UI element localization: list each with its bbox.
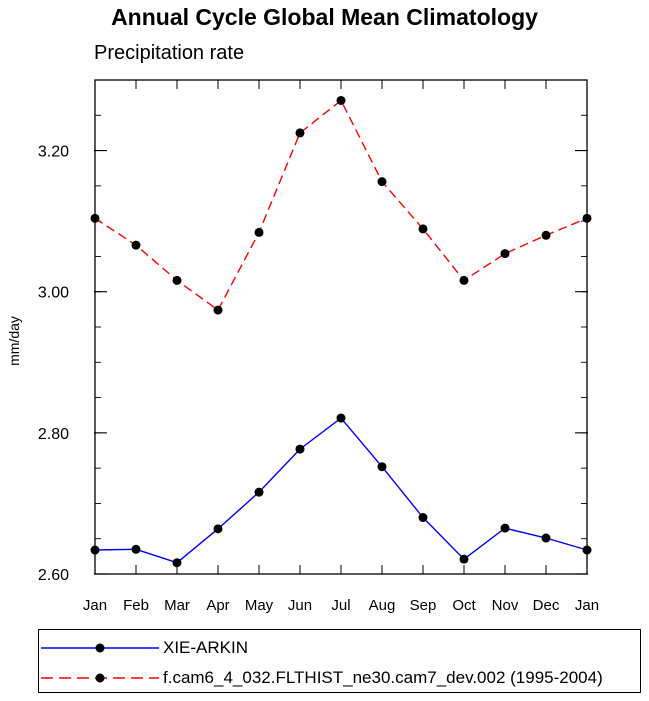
- data-point-series-1: [336, 95, 346, 105]
- legend-swatch-model: [41, 673, 159, 683]
- data-point-series-0: [418, 513, 428, 523]
- data-point-series-1: [90, 213, 100, 223]
- data-point-series-0: [377, 462, 387, 472]
- x-tick-label: Mar: [164, 597, 190, 614]
- x-tick-label: Feb: [123, 597, 149, 614]
- data-point-series-1: [172, 275, 182, 285]
- x-tick-label: Sep: [410, 597, 437, 614]
- x-tick-label: May: [245, 597, 274, 614]
- data-point-series-0: [172, 558, 182, 568]
- series-line-0: [94, 417, 588, 564]
- y-tick-label: 2.80: [38, 426, 69, 443]
- data-point-series-1: [459, 275, 469, 285]
- legend-swatch-xie-arkin: [41, 643, 159, 653]
- data-point-series-0: [90, 545, 100, 555]
- data-point-series-0: [295, 444, 305, 454]
- data-point-series-1: [377, 177, 387, 187]
- legend-entry-model: f.cam6_4_032.FLTHIST_ne30.cam7_dev.002 (…: [39, 665, 603, 691]
- data-point-series-0: [336, 413, 346, 423]
- x-tick-label: Jan: [575, 597, 599, 614]
- y-tick-label: 3.20: [38, 144, 69, 161]
- x-tick-label: Jul: [331, 597, 350, 614]
- legend-entry-xie-arkin: XIE-ARKIN: [39, 635, 248, 661]
- data-point-series-0: [582, 545, 592, 555]
- plot-frame: [94, 79, 588, 575]
- data-point-series-0: [500, 523, 510, 533]
- x-tick-label: Oct: [452, 597, 476, 614]
- data-point-series-1: [213, 305, 223, 315]
- data-point-series-1: [295, 128, 305, 138]
- x-tick-label: Jan: [83, 597, 107, 614]
- data-point-series-1: [254, 227, 264, 237]
- data-point-series-1: [500, 249, 510, 259]
- x-tick-label: Dec: [533, 597, 560, 614]
- legend: XIE-ARKIN f.cam6_4_032.FLTHIST_ne30.cam7…: [38, 629, 641, 693]
- data-point-series-1: [131, 240, 141, 250]
- data-point-series-1: [418, 224, 428, 234]
- line-chart: Jan Feb Mar Apr May Jun Jul Aug Sep Oct Nov Dec Jan 2…: [38, 79, 599, 614]
- x-tick-label: Apr: [206, 597, 229, 614]
- data-point-series-0: [213, 524, 223, 534]
- y-tick-label: 2.60: [38, 567, 69, 584]
- data-point-series-0: [131, 544, 141, 554]
- chart-subtitle: Precipitation rate: [94, 42, 245, 64]
- chart-title: Annual Cycle Global Mean Climatology: [111, 4, 538, 30]
- x-tick-label: Aug: [369, 597, 396, 614]
- series-line-1: [94, 99, 588, 312]
- legend-label-model: f.cam6_4_032.FLTHIST_ne30.cam7_dev.002 (…: [163, 668, 603, 687]
- data-point-series-0: [254, 487, 264, 497]
- data-point-series-0: [459, 554, 469, 564]
- y-tick-label: 3.00: [38, 285, 69, 302]
- data-point-series-1: [582, 213, 592, 223]
- x-tick-label: Nov: [492, 597, 519, 614]
- x-tick-label: Jun: [288, 597, 312, 614]
- legend-label-xie-arkin: XIE-ARKIN: [163, 638, 249, 657]
- data-point-series-1: [541, 230, 551, 240]
- data-point-series-0: [541, 533, 551, 543]
